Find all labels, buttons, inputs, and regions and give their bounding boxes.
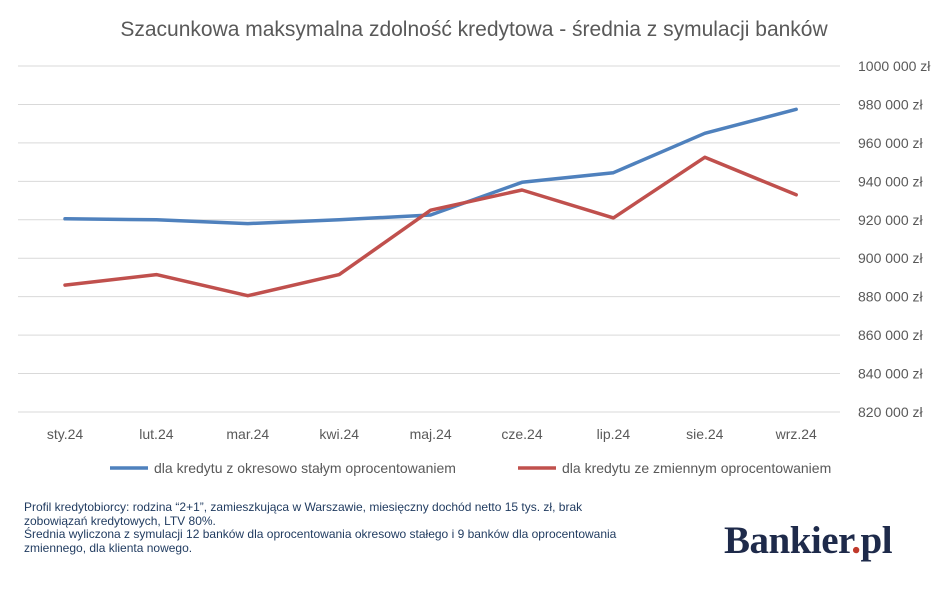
- x-tick-label: lip.24: [597, 426, 631, 442]
- x-tick-label: cze.24: [501, 426, 542, 442]
- y-tick-label: 840 000 zł: [858, 366, 923, 382]
- bankier-logo: Bankier.pl: [724, 518, 893, 563]
- y-tick-label: 980 000 zł: [858, 96, 923, 112]
- logo-main: Bankier: [724, 519, 852, 562]
- x-tick-label: maj.24: [410, 426, 452, 442]
- x-tick-label: mar.24: [226, 426, 269, 442]
- y-tick-label: 940 000 zł: [858, 173, 923, 189]
- footnote: Profil kredytobiorcy: rodzina “2+1”, zam…: [24, 500, 624, 555]
- footnote-profile: Profil kredytobiorcy: rodzina “2+1”, zam…: [24, 500, 583, 528]
- y-tick-label: 860 000 zł: [858, 327, 923, 343]
- logo-dot: .: [851, 519, 861, 562]
- footnote-method: Średnia wyliczona z symulacji 12 banków …: [24, 527, 617, 555]
- chart-title: Szacunkowa maksymalna zdolność kredytowa…: [120, 18, 828, 41]
- logo-tail: pl: [860, 519, 893, 562]
- line-chart: 820 000 zł 840 000 zł 860 000 zł 880 000 zł…: [18, 58, 931, 476]
- y-tick-labels: 820 000 zł 840 000 zł 860 000 zł 880 000 zł…: [858, 58, 931, 420]
- series-lines: [63, 107, 798, 298]
- series-line-2: [63, 155, 798, 298]
- legend-label-2: dla kredytu ze zmiennym oprocentowaniem: [562, 460, 831, 476]
- y-tick-label: 960 000 zł: [858, 135, 923, 151]
- x-tick-labels: sty.24 lut.24 mar.24 kwi.24 maj.24 cze.24 lip.…: [47, 426, 817, 442]
- x-tick-label: lut.24: [139, 426, 173, 442]
- legend: dla kredytu z okresowo stałym oprocentow…: [110, 460, 831, 476]
- y-tick-label: 820 000 zł: [858, 404, 923, 420]
- y-tick-label: 920 000 zł: [858, 212, 923, 228]
- series-line-1: [63, 107, 798, 226]
- y-tick-label: 900 000 zł: [858, 250, 923, 266]
- x-tick-label: wrz.24: [775, 426, 817, 442]
- x-tick-label: sty.24: [47, 426, 84, 442]
- y-tick-label: 1000 000 zł: [858, 58, 931, 74]
- y-tick-label: 880 000 zł: [858, 289, 923, 305]
- legend-label-1: dla kredytu z okresowo stałym oprocentow…: [154, 460, 456, 476]
- grid-lines: [18, 65, 840, 413]
- x-tick-label: kwi.24: [319, 426, 359, 442]
- x-tick-label: sie.24: [686, 426, 724, 442]
